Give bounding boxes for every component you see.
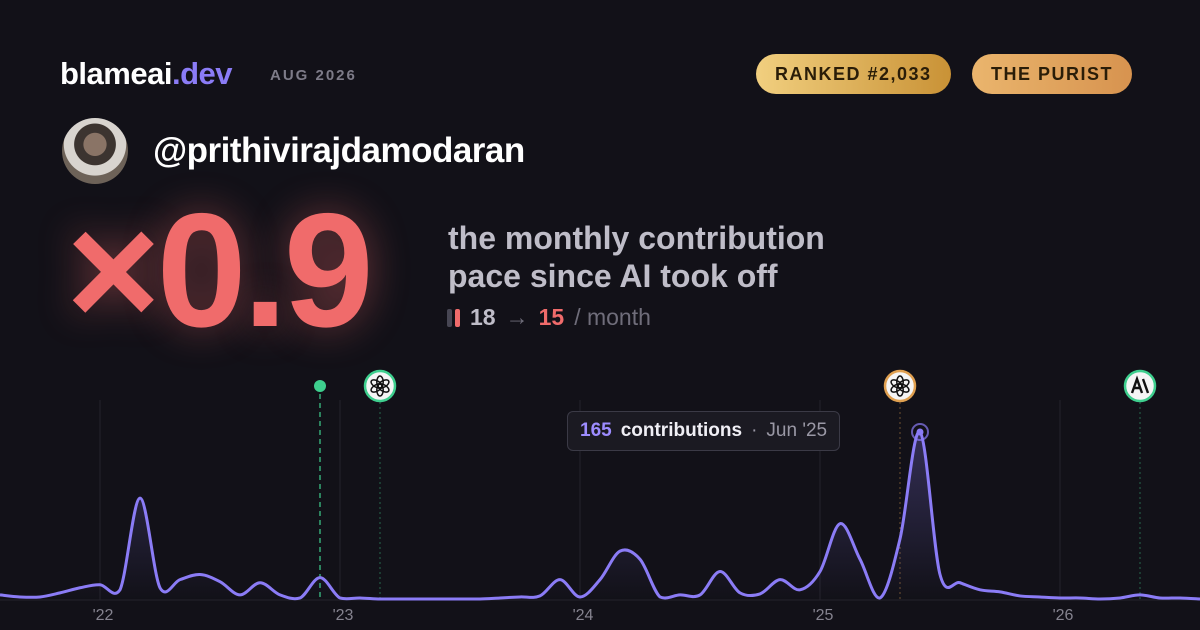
brand: blameai.dev [60, 56, 232, 92]
openai-petal [370, 379, 383, 389]
marker-icon [1123, 369, 1157, 403]
pace: 18 → 15 / month [447, 304, 651, 331]
openai-petal [890, 379, 903, 389]
line [0, 430, 1200, 601]
highlight-point [911, 423, 929, 441]
marker-badge [883, 369, 917, 403]
anthropic-glyph [1130, 375, 1150, 394]
x-tick-label: '24 [573, 607, 594, 624]
avatar [62, 118, 128, 184]
caption: the monthly contribution [448, 220, 825, 256]
date: AUG 2026 [270, 67, 357, 84]
tooltip-date: Jun '25 [766, 420, 828, 441]
marker-dot [314, 380, 326, 392]
x-tick-label: '22 [93, 607, 114, 624]
tooltip: 165 contributions · Jun '25 [567, 411, 841, 451]
area [0, 431, 1200, 600]
marker-icon [883, 369, 917, 403]
brand-name: blameai [60, 56, 172, 91]
rank-badge: RANKED #2,033 [756, 54, 951, 94]
x-tick-label: '26 [1053, 607, 1074, 624]
arrow: → [505, 304, 529, 330]
title-badge: THE PURIST [972, 54, 1133, 94]
highlight-core [916, 428, 924, 436]
x-tick-label: '23 [333, 607, 354, 624]
tooltip-label: contributions [620, 420, 743, 441]
brand-tld: .dev [171, 56, 233, 91]
after: 15 [538, 304, 565, 330]
x-tick-label: '25 [813, 607, 834, 624]
tooltip-value: 165 [580, 420, 612, 441]
tooltip-separator: · [751, 420, 758, 441]
before: 18 [470, 304, 496, 330]
pace-icon [447, 308, 460, 327]
marker-badge [363, 369, 397, 403]
multiplier: ×0.9 [66, 180, 374, 361]
unit: / month [574, 304, 651, 330]
marker-icon [363, 369, 397, 403]
handle: @prithivirajdamodaran [153, 131, 525, 170]
caption: pace since AI took off [448, 258, 778, 294]
